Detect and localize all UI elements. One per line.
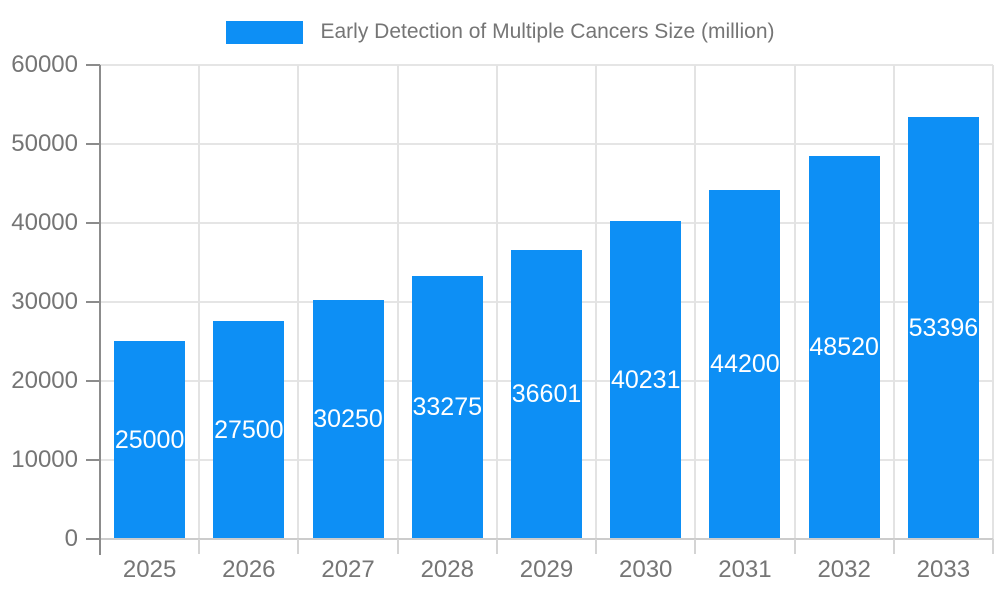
y-axis-tick — [86, 379, 100, 382]
x-axis-label: 2025 — [122, 556, 177, 583]
y-axis-label: 60000 — [11, 51, 78, 78]
x-axis-line — [100, 537, 993, 540]
y-axis-label: 20000 — [11, 366, 78, 394]
bar-value-label: 25000 — [114, 425, 185, 454]
bar-2027[interactable] — [312, 299, 384, 539]
bar-value-label: 40231 — [610, 365, 681, 394]
y-axis-label: 30000 — [11, 287, 78, 315]
y-axis-label: 10000 — [11, 445, 78, 473]
bar-2033[interactable] — [907, 117, 979, 539]
legend-label: Early Detection of Multiple Cancers Size… — [320, 20, 775, 43]
x-axis-tick — [694, 538, 697, 554]
x-axis-label: 2031 — [718, 556, 772, 583]
bar-value-label: 53396 — [908, 313, 979, 342]
gridline-vertical — [992, 65, 994, 539]
gridline-vertical — [297, 65, 300, 539]
bar-2025[interactable] — [114, 341, 186, 539]
gridline-vertical — [793, 65, 796, 539]
bar-2028[interactable] — [411, 275, 483, 539]
gridline-vertical — [694, 65, 697, 539]
x-axis-tick — [198, 538, 201, 554]
gridline-horizontal — [100, 142, 993, 145]
x-axis-label: 2030 — [619, 556, 673, 583]
gridline-vertical — [595, 65, 598, 539]
x-axis-tick — [297, 538, 300, 554]
x-axis-tick — [495, 538, 498, 554]
bar-2026[interactable] — [213, 321, 285, 539]
legend-swatch — [225, 20, 303, 44]
x-axis-label: 2028 — [420, 556, 474, 583]
x-axis-tick — [595, 538, 598, 554]
x-axis-tick — [892, 538, 895, 554]
x-axis-label: 2026 — [222, 556, 276, 583]
bar-value-label: 48520 — [809, 333, 879, 362]
bar-value-label: 44200 — [710, 350, 780, 379]
bar-value-label: 30250 — [313, 405, 383, 434]
bar-value-label: 36601 — [511, 380, 582, 409]
gridline-horizontal — [100, 221, 993, 224]
x-axis-tick — [793, 538, 796, 554]
y-axis-tick — [86, 300, 100, 303]
y-axis-line — [99, 65, 101, 555]
x-axis-label: 2032 — [817, 556, 871, 583]
y-axis-label: 0 — [64, 524, 78, 552]
bar-2032[interactable] — [808, 155, 880, 539]
bar-2031[interactable] — [709, 189, 781, 539]
x-axis-label: 2027 — [321, 556, 375, 583]
y-axis-label: 40000 — [11, 208, 78, 236]
x-axis-label: 2029 — [519, 556, 574, 583]
x-axis-label: 2033 — [916, 556, 971, 583]
y-axis-tick — [86, 537, 100, 540]
bar-2030[interactable] — [610, 221, 682, 539]
gridline-horizontal — [100, 64, 993, 66]
bar-value-label: 33275 — [412, 393, 483, 422]
y-axis-tick — [86, 458, 100, 461]
y-axis-tick — [86, 64, 100, 66]
gridline-vertical — [892, 65, 895, 539]
x-axis-tick — [396, 538, 399, 554]
bar-value-label: 27500 — [214, 415, 284, 444]
x-axis-tick — [992, 538, 994, 554]
gridline-vertical — [495, 65, 498, 539]
y-axis-label: 50000 — [11, 129, 78, 157]
gridline-vertical — [198, 65, 201, 539]
legend[interactable]: Early Detection of Multiple Cancers Size… — [0, 18, 1000, 46]
y-axis-tick — [86, 221, 100, 224]
y-axis-tick — [86, 142, 100, 145]
bar-2029[interactable] — [511, 249, 582, 539]
gridline-vertical — [396, 65, 399, 539]
